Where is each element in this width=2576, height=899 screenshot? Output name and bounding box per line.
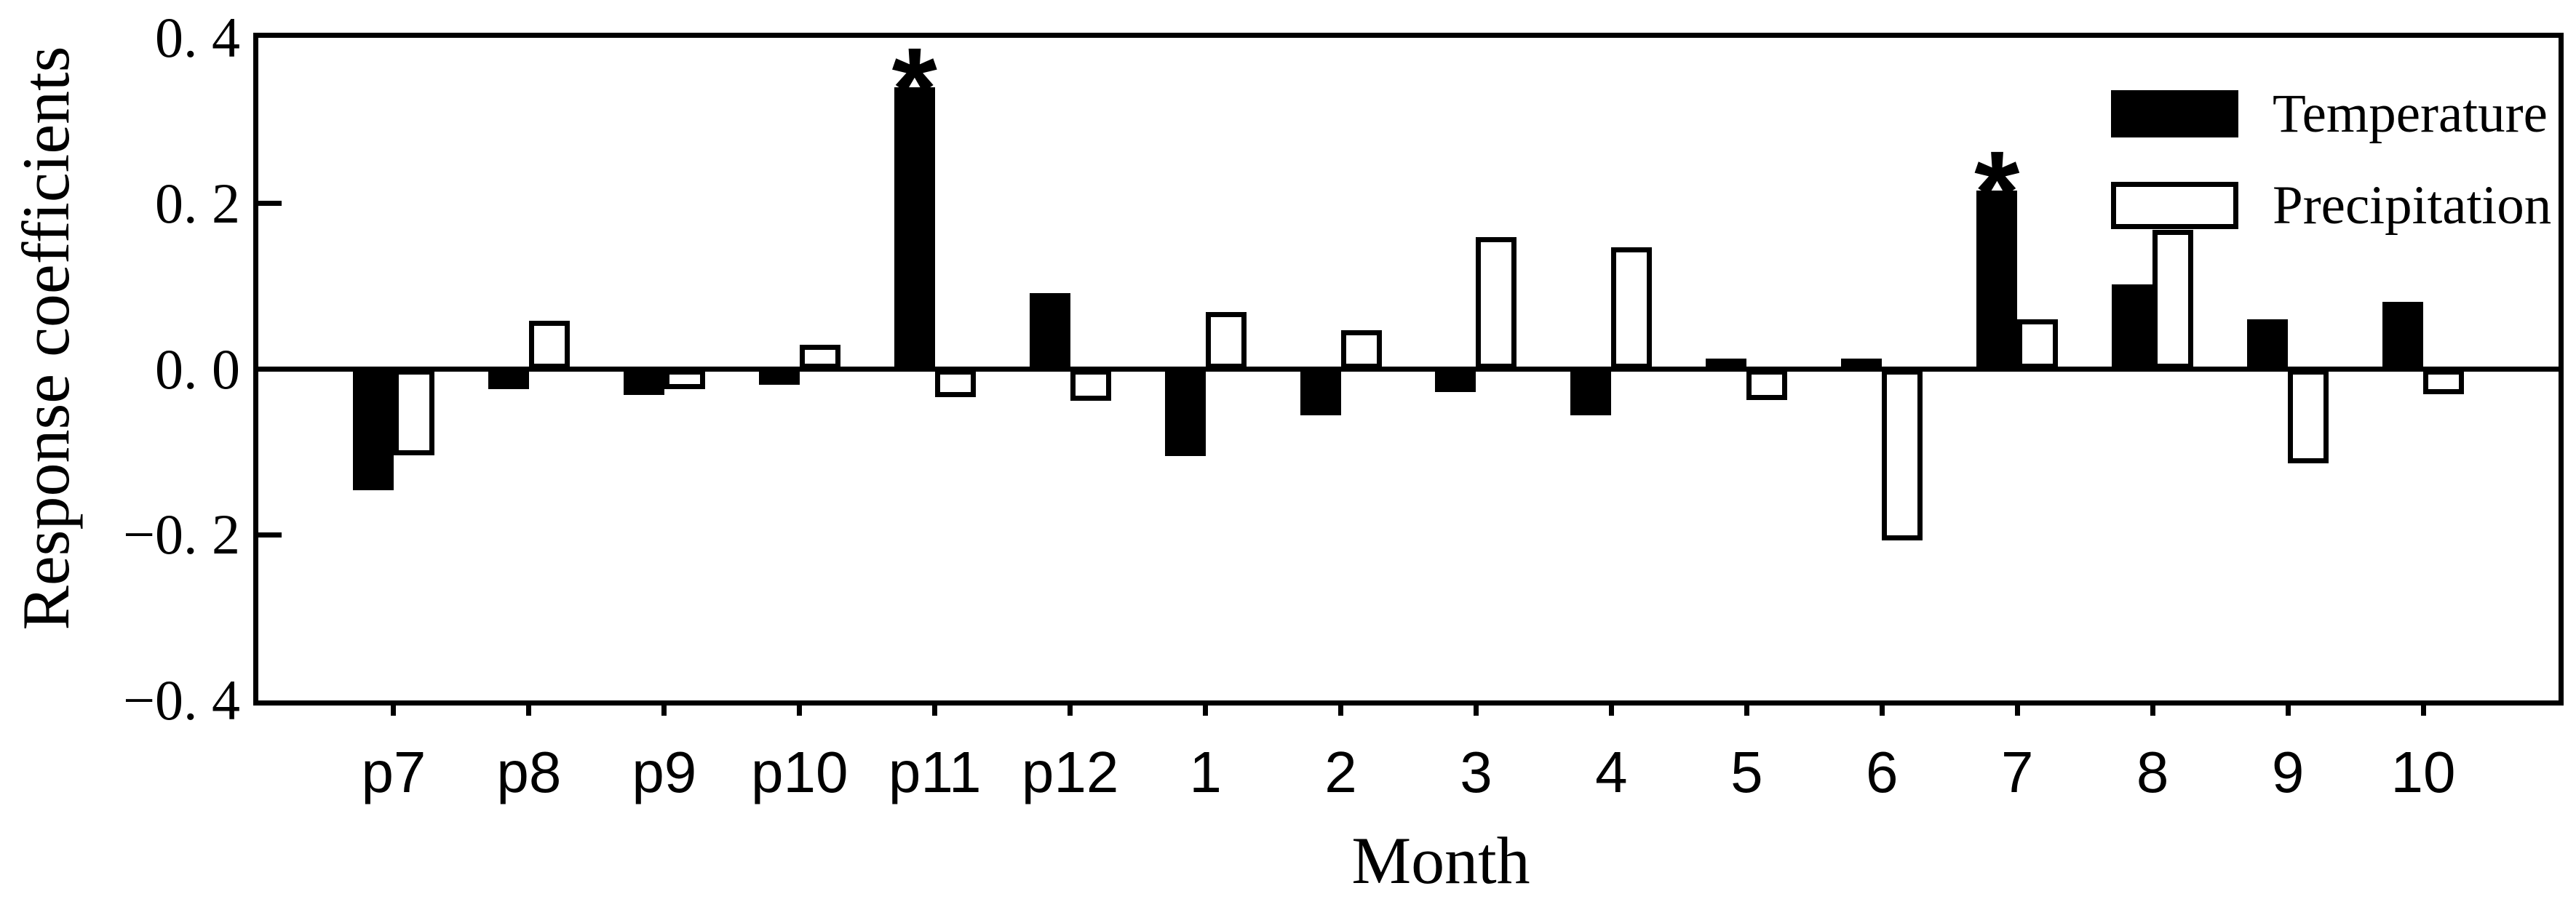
x-axis-tick-2 xyxy=(1338,700,1344,716)
bar-temperature-10 xyxy=(2382,302,2424,369)
x-tick-label-2: 2 xyxy=(1324,740,1357,804)
x-axis-tick-p9 xyxy=(661,700,667,716)
bar-precipitation-p9 xyxy=(664,369,705,389)
bar-temperature-p10 xyxy=(758,369,800,385)
legend: Temperature Precipitation xyxy=(2111,87,2551,273)
x-tick-label-1: 1 xyxy=(1189,740,1222,804)
bar-temperature-8 xyxy=(2112,284,2153,369)
bar-precipitation-3 xyxy=(1476,237,1517,369)
x-axis-tick-6 xyxy=(1879,700,1885,716)
significance-asterisk-7: * xyxy=(1974,126,2020,257)
bar-precipitation-p10 xyxy=(799,345,840,369)
bar-temperature-p7 xyxy=(352,369,394,490)
significance-asterisk-p11: * xyxy=(891,23,937,154)
bar-temperature-5 xyxy=(1706,358,1747,369)
x-axis-tick-p12 xyxy=(1068,700,1073,716)
bar-precipitation-1 xyxy=(1205,311,1247,369)
y-tick-label-0.2: 0. 2 xyxy=(155,171,240,235)
legend-item-precipitation: Precipitation xyxy=(2111,178,2551,233)
x-tick-label-7: 7 xyxy=(2000,740,2034,804)
y-axis-tick-0.2 xyxy=(258,201,282,207)
bar-temperature-p11 xyxy=(894,87,935,369)
x-axis-tick-8 xyxy=(2150,700,2155,716)
bar-precipitation-4 xyxy=(1611,247,1653,369)
x-tick-label-6: 6 xyxy=(1866,740,1899,804)
legend-label-precipitation: Precipitation xyxy=(2273,175,2552,236)
bar-temperature-4 xyxy=(1570,369,1612,416)
bar-precipitation-2 xyxy=(1340,329,1382,369)
x-tick-label-p8: p8 xyxy=(496,740,562,804)
bar-temperature-3 xyxy=(1435,369,1476,393)
bar-temperature-p9 xyxy=(623,369,664,395)
bar-precipitation-p8 xyxy=(528,321,570,369)
x-tick-label-3: 3 xyxy=(1460,740,1492,804)
x-tick-label-9: 9 xyxy=(2271,740,2305,804)
x-tick-label-5: 5 xyxy=(1730,740,1763,804)
bar-temperature-7 xyxy=(1976,190,2018,369)
x-tick-label-p7: p7 xyxy=(361,740,426,804)
x-axis-tick-7 xyxy=(2014,700,2020,716)
bar-temperature-2 xyxy=(1300,369,1341,416)
bar-temperature-p8 xyxy=(488,369,529,389)
x-axis-tick-p10 xyxy=(797,700,803,716)
x-axis-tick-1 xyxy=(1203,700,1209,716)
x-axis-tick-5 xyxy=(1744,700,1749,716)
y-tick-label-0: 0. 0 xyxy=(155,337,240,401)
x-axis-tick-p7 xyxy=(391,700,397,716)
x-axis-tick-3 xyxy=(1473,700,1479,716)
bar-temperature-6 xyxy=(1841,358,1883,369)
x-axis-title: Month xyxy=(1351,823,1530,898)
bar-precipitation-5 xyxy=(1746,369,1788,400)
bar-precipitation-8 xyxy=(2152,230,2194,369)
bar-precipitation-p7 xyxy=(393,369,434,455)
x-axis-tick-p11 xyxy=(932,700,938,716)
x-tick-label-p9: p9 xyxy=(632,740,697,804)
plot-area: * * xyxy=(253,23,2564,706)
x-axis-tick-4 xyxy=(1608,700,1614,716)
legend-label-temperature: Temperature xyxy=(2273,84,2548,144)
y-tick-label-0.4: 0. 4 xyxy=(155,6,240,69)
x-axis-tick-10 xyxy=(2420,700,2426,716)
x-axis-tick-9 xyxy=(2285,700,2291,716)
bar-precipitation-7 xyxy=(2017,319,2059,369)
x-tick-label-4: 4 xyxy=(1595,740,1628,804)
bar-precipitation-p11 xyxy=(934,369,976,398)
y-axis-tick--0.2 xyxy=(258,532,282,538)
temperature-swatch-icon xyxy=(2111,90,2238,137)
precipitation-swatch-icon xyxy=(2111,182,2238,229)
bar-precipitation-p12 xyxy=(1070,369,1111,401)
zero-line xyxy=(258,367,2559,372)
bar-temperature-9 xyxy=(2247,319,2289,369)
x-tick-label-p11: p11 xyxy=(888,740,982,804)
x-tick-label-p12: p12 xyxy=(1021,740,1119,804)
legend-item-temperature: Temperature xyxy=(2111,87,2551,141)
bar-temperature-p12 xyxy=(1029,292,1070,369)
bar-precipitation-9 xyxy=(2288,369,2329,464)
x-tick-label-10: 10 xyxy=(2390,740,2456,804)
y-tick-label--0.4: −0. 4 xyxy=(123,668,240,732)
y-tick-label--0.2: −0. 2 xyxy=(123,503,240,567)
bar-precipitation-6 xyxy=(1882,369,1923,541)
x-tick-label-8: 8 xyxy=(2136,740,2169,804)
bar-precipitation-10 xyxy=(2423,369,2465,394)
x-axis-tick-p8 xyxy=(526,700,532,716)
x-tick-label-p10: p10 xyxy=(751,740,848,804)
bar-temperature-1 xyxy=(1164,369,1206,457)
